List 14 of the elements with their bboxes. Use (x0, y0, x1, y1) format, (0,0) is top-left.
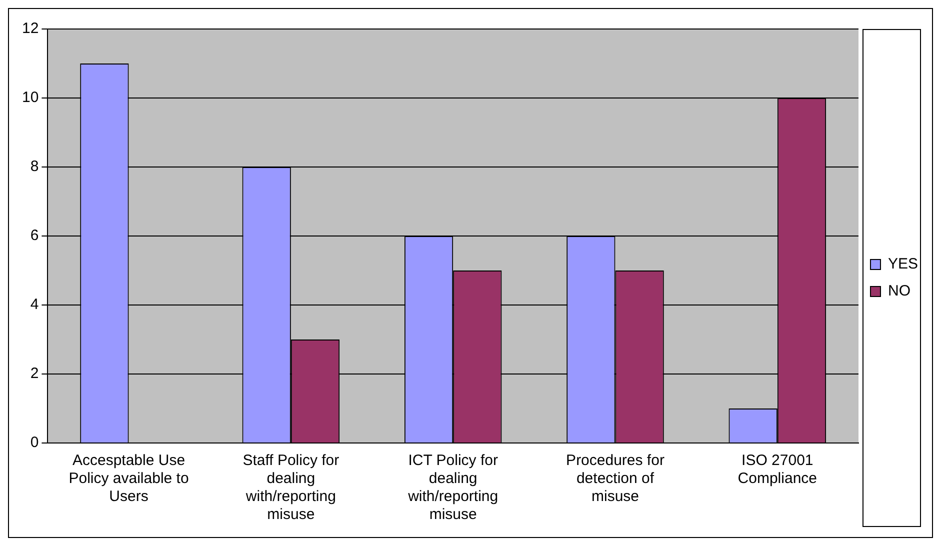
y-tick-label: 2 (30, 365, 39, 382)
y-tick-label: 4 (30, 296, 39, 314)
x-tick-label: Accesptable Use Policy available to Users (68, 452, 189, 506)
x-tick-label: ICT Policy for dealing with/reporting misuse (407, 452, 498, 524)
y-tick-label: 12 (22, 20, 39, 38)
y-tick-label: 8 (30, 158, 39, 176)
y-tick-label: 6 (30, 227, 39, 244)
x-tick-label: Procedures for detection of misuse (566, 452, 664, 506)
x-tick-label: Staff Policy for dealing with/reporting misuse (242, 452, 340, 524)
legend-label: YES (888, 256, 918, 273)
y-tick-label: 0 (30, 434, 39, 452)
x-tick-label: ISO 27001 Compliance (738, 452, 818, 488)
legend-label: NO (888, 282, 910, 300)
y-tick-label: 10 (22, 89, 39, 106)
